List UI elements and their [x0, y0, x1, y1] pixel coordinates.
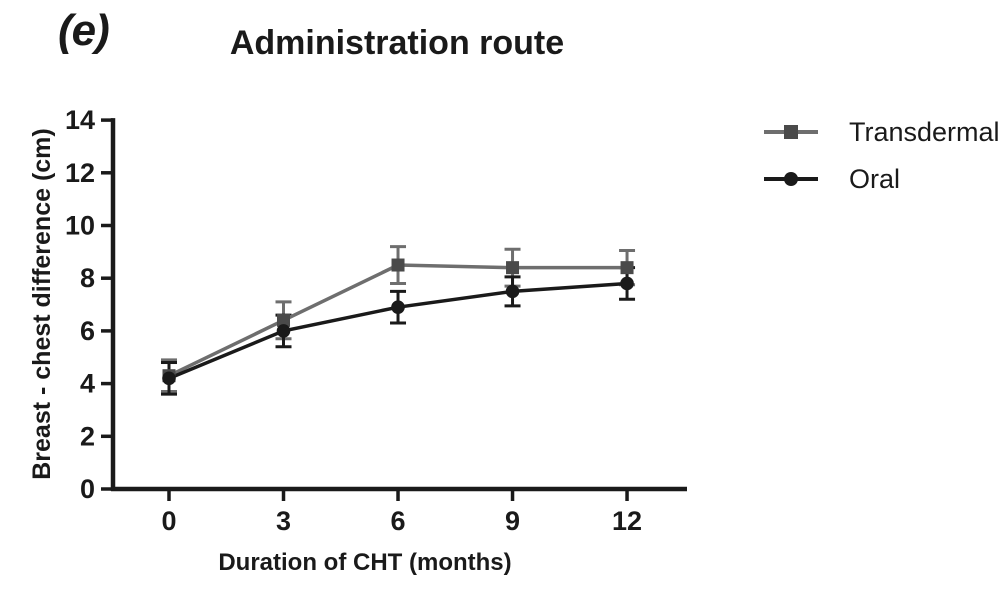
- panel-label: (e): [58, 6, 110, 55]
- legend-item-transdermal: Transdermal: [764, 117, 1000, 147]
- x-axis-label: Duration of CHT (months): [218, 549, 512, 576]
- svg-text:0: 0: [80, 474, 95, 504]
- circle-marker-icon: [784, 172, 798, 186]
- svg-text:4: 4: [80, 369, 95, 399]
- legend-item-oral: Oral: [764, 164, 1000, 194]
- legend: Transdermal Oral: [764, 117, 1000, 194]
- svg-text:8: 8: [80, 263, 95, 293]
- svg-text:0: 0: [161, 506, 176, 536]
- chart-title: Administration route: [229, 24, 565, 62]
- svg-text:6: 6: [80, 316, 95, 346]
- legend-label-transdermal: Transdermal: [849, 116, 1000, 147]
- svg-text:6: 6: [391, 506, 406, 536]
- svg-text:10: 10: [65, 211, 95, 241]
- svg-text:14: 14: [65, 105, 95, 135]
- svg-text:12: 12: [612, 506, 642, 536]
- oral-series-icon: [764, 164, 818, 194]
- legend-label-oral: Oral: [849, 163, 901, 194]
- svg-text:9: 9: [505, 506, 520, 536]
- svg-text:12: 12: [65, 158, 95, 188]
- svg-text:3: 3: [276, 506, 291, 536]
- y-axis-label: Breast - chest difference (cm): [28, 128, 56, 480]
- transdermal-series-icon: [764, 117, 818, 147]
- svg-text:2: 2: [80, 421, 95, 451]
- square-marker-icon: [784, 125, 798, 139]
